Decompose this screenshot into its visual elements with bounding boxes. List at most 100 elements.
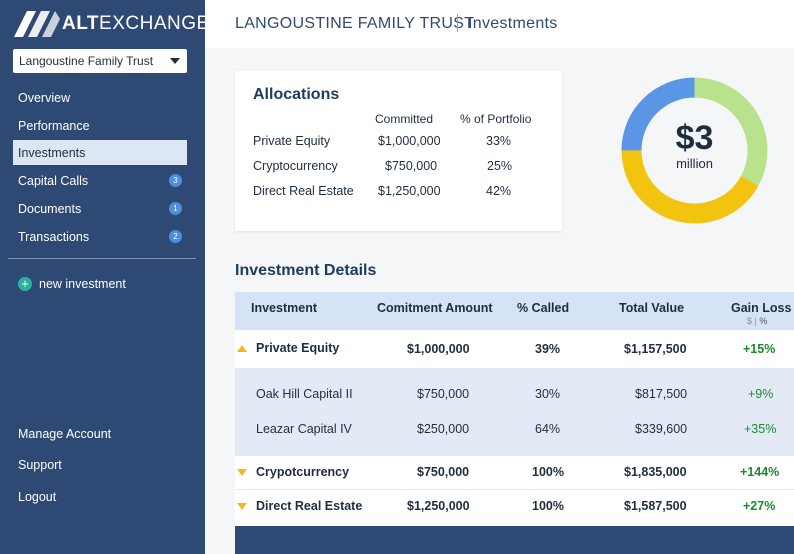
allocation-row: Direct Real Estate $1,250,000 42% xyxy=(235,184,562,200)
investment-commitment: $750,000 xyxy=(417,387,470,401)
allocation-row: Cryptocurrency $750,000 25% xyxy=(235,159,562,175)
investment-gain: +9% xyxy=(748,387,774,401)
expand-caret-icon[interactable] xyxy=(237,469,247,476)
sidebar-item-documents[interactable]: Documents 1 xyxy=(13,196,187,221)
logo-alt-text: ALT xyxy=(62,13,100,34)
col-total-value[interactable]: Total Value xyxy=(619,301,685,315)
group-total: $1,835,000 xyxy=(624,465,687,479)
new-investment-button[interactable]: + new investment xyxy=(18,276,126,292)
allocation-name: Direct Real Estate xyxy=(253,184,354,198)
sidebar-item-investments[interactable]: Investments xyxy=(13,140,187,165)
investment-commitment: $250,000 xyxy=(417,422,470,436)
col-called[interactable]: % Called xyxy=(517,301,570,315)
table-row[interactable]: Leazar Capital IV $250,000 64% $339,600 … xyxy=(235,420,794,440)
sidebar-item-capital-calls[interactable]: Capital Calls 3 xyxy=(13,168,187,193)
group-name: Private Equity xyxy=(256,341,340,355)
group-called: 100% xyxy=(532,465,564,479)
support-link[interactable]: Support xyxy=(18,458,62,472)
sidebar-divider xyxy=(8,258,196,259)
allocation-name: Cryptocurrency xyxy=(253,159,338,173)
investment-name: Oak Hill Capital II xyxy=(256,387,353,401)
sidebar-item-overview[interactable]: Overview xyxy=(13,85,187,110)
group-commitment: $1,250,000 xyxy=(407,499,470,513)
total-unit: million xyxy=(676,156,713,171)
allocation-donut-chart xyxy=(621,77,768,224)
col-commitment[interactable]: Comitment Amount xyxy=(377,301,493,315)
group-gain: +144% xyxy=(740,465,780,479)
trust-select-value: Langoustine Family Trust xyxy=(19,54,154,68)
sidebar-item-label: Capital Calls xyxy=(18,173,89,188)
group-commitment: $1,000,000 xyxy=(407,342,470,356)
count-badge: 1 xyxy=(169,202,182,215)
table-row-group[interactable]: Private Equity $1,000,000 39% $1,157,500… xyxy=(235,330,794,368)
allocation-committed: $1,250,000 xyxy=(378,184,441,198)
allocation-committed: $1,000,000 xyxy=(378,134,441,148)
allocations-card: Allocations Committed % of Portfolio Pri… xyxy=(235,71,562,231)
plus-icon: + xyxy=(18,277,32,291)
page-section: Investments xyxy=(468,15,558,32)
sidebar: ALT EXCHANGE Langoustine Family Trust Ov… xyxy=(0,0,209,554)
count-badge: 3 xyxy=(169,174,182,187)
group-gain: +15% xyxy=(743,342,776,356)
allocation-pct: 42% xyxy=(486,184,512,198)
logo-mark-icon xyxy=(14,11,60,37)
investment-name: Leazar Capital IV xyxy=(256,422,352,436)
donut-segment-1 xyxy=(621,77,768,224)
group-total: $1,157,500 xyxy=(624,342,687,356)
sidebar-item-label: Investments xyxy=(18,145,86,160)
table-header: Investment Comitment Amount % Called Tot… xyxy=(235,292,794,330)
committed-header: Committed xyxy=(375,112,434,126)
sidebar-item-performance[interactable]: Performance xyxy=(13,113,187,138)
altexchange-logo[interactable]: ALT EXCHANGE xyxy=(14,10,210,38)
table-footer xyxy=(235,526,794,554)
group-called: 100% xyxy=(532,499,564,513)
sidebar-item-label: Performance xyxy=(18,118,90,133)
manage-account-link[interactable]: Manage Account xyxy=(18,427,112,441)
group-name: Direct Real Estate xyxy=(256,499,363,513)
gain-pct-option[interactable]: % xyxy=(759,316,768,326)
table-row-group[interactable]: Crypotcurrency $750,000 100% $1,835,000 … xyxy=(235,456,794,490)
gain-loss-toggle[interactable]: $ | % xyxy=(747,316,767,326)
investment-details-title: Investment Details xyxy=(235,262,377,279)
table-subgroup xyxy=(235,368,794,456)
collapse-caret-icon[interactable] xyxy=(237,345,247,352)
table-row[interactable]: Oak Hill Capital II $750,000 30% $817,50… xyxy=(235,385,794,405)
new-investment-label: new investment xyxy=(39,277,126,291)
table-row-group[interactable]: Direct Real Estate $1,250,000 100% $1,58… xyxy=(235,490,794,526)
donut-center-label: $3 million xyxy=(620,120,769,171)
logout-link[interactable]: Logout xyxy=(18,490,57,504)
col-investment[interactable]: Investment xyxy=(251,301,317,315)
allocations-title: Allocations xyxy=(253,86,340,103)
header-divider xyxy=(457,14,458,32)
logo-exchange-text: EXCHANGE xyxy=(99,13,210,34)
trust-select[interactable]: Langoustine Family Trust xyxy=(13,49,187,73)
donut-segment-2 xyxy=(621,77,768,224)
page-header: LANGOUSTINE FAMILY TRUST Investments xyxy=(205,0,794,48)
page-title: LANGOUSTINE FAMILY TRUST xyxy=(235,15,475,32)
chevron-down-icon xyxy=(170,58,180,64)
count-badge: 2 xyxy=(169,230,182,243)
sidebar-item-transactions[interactable]: Transactions 2 xyxy=(13,224,187,249)
investment-called: 30% xyxy=(535,387,561,401)
group-commitment: $750,000 xyxy=(417,465,470,479)
group-total: $1,587,500 xyxy=(624,499,687,513)
total-value: $3 xyxy=(675,119,714,157)
investment-gain: +35% xyxy=(744,422,777,436)
sidebar-item-label: Overview xyxy=(18,90,71,105)
expand-caret-icon[interactable] xyxy=(237,503,247,510)
sidebar-item-label: Transactions xyxy=(18,229,90,244)
col-gain-loss[interactable]: Gain Loss xyxy=(731,301,792,315)
gain-dollar-option[interactable]: $ xyxy=(747,316,753,326)
allocation-pct: 33% xyxy=(486,134,512,148)
investment-total: $339,600 xyxy=(635,422,688,436)
investment-called: 64% xyxy=(535,422,561,436)
investment-total: $817,500 xyxy=(635,387,688,401)
gain-toggle-separator: | xyxy=(754,316,757,326)
group-called: 39% xyxy=(535,342,561,356)
allocation-committed: $750,000 xyxy=(385,159,438,173)
group-name: Crypotcurrency xyxy=(256,465,350,479)
portfolio-pct-header: % of Portfolio xyxy=(460,112,532,126)
allocation-pct: 25% xyxy=(487,159,513,173)
group-gain: +27% xyxy=(743,499,776,513)
sidebar-item-label: Documents xyxy=(18,201,82,216)
